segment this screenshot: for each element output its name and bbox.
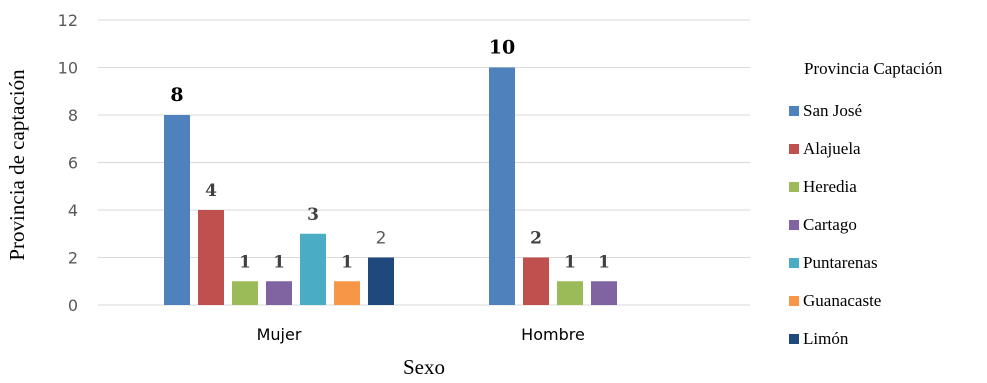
y-tick-label: 0 bbox=[68, 296, 78, 315]
y-axis-ticks: 0 2 4 6 8 10 12 bbox=[58, 11, 78, 315]
bar bbox=[557, 281, 583, 305]
x-category-label: Mujer bbox=[257, 325, 302, 344]
legend-swatch bbox=[789, 182, 799, 192]
legend-swatch bbox=[789, 220, 799, 230]
bar bbox=[300, 233, 326, 305]
data-label: 10 bbox=[489, 37, 515, 59]
bar bbox=[232, 281, 258, 305]
legend-swatch bbox=[789, 296, 799, 306]
bar bbox=[198, 210, 224, 305]
bar bbox=[523, 257, 549, 305]
data-label: 1 bbox=[341, 252, 353, 272]
data-label: 8 bbox=[170, 84, 183, 106]
legend-swatch bbox=[789, 334, 799, 344]
legend-item: Limón bbox=[803, 329, 849, 348]
legend-swatch bbox=[789, 144, 799, 154]
legend-item: Puntarenas bbox=[803, 253, 878, 272]
bars bbox=[164, 67, 617, 305]
bar bbox=[164, 115, 190, 305]
bar bbox=[334, 281, 360, 305]
bar bbox=[591, 281, 617, 305]
x-axis-title: Sexo bbox=[403, 355, 445, 379]
data-label: 1 bbox=[598, 252, 610, 272]
x-category-label: Hombre bbox=[521, 325, 585, 344]
legend-item: Guanacaste bbox=[803, 291, 881, 310]
legend-swatch bbox=[789, 258, 799, 268]
bar bbox=[368, 257, 394, 305]
data-labels: 8 4 1 1 3 1 2 10 2 1 1 bbox=[170, 37, 610, 273]
y-tick-label: 2 bbox=[68, 249, 78, 268]
legend-title: Provincia Captación bbox=[804, 59, 943, 78]
gridlines bbox=[98, 19, 750, 306]
legend: Provincia Captación San José Alajuela Here… bbox=[789, 59, 943, 348]
y-tick-label: 12 bbox=[58, 11, 78, 30]
y-tick-label: 4 bbox=[68, 201, 78, 220]
y-tick-label: 6 bbox=[68, 154, 78, 173]
legend-item: Cartago bbox=[803, 215, 857, 234]
x-axis-categories: Mujer Hombre bbox=[257, 325, 585, 344]
legend-item: San José bbox=[803, 101, 862, 120]
data-label: 1 bbox=[273, 252, 285, 272]
data-label: 3 bbox=[307, 205, 319, 225]
data-label: 2 bbox=[376, 229, 387, 249]
data-label: 2 bbox=[530, 229, 542, 249]
y-tick-label: 8 bbox=[68, 106, 78, 125]
y-axis-title: Provincia de captación bbox=[5, 69, 29, 261]
y-tick-label: 10 bbox=[58, 59, 78, 78]
bar bbox=[489, 67, 515, 305]
bar bbox=[266, 281, 292, 305]
legend-item: Alajuela bbox=[803, 139, 861, 158]
legend-item: Heredia bbox=[803, 177, 857, 196]
legend-swatch bbox=[789, 106, 799, 116]
data-label: 1 bbox=[239, 252, 251, 272]
data-label: 4 bbox=[205, 181, 217, 201]
data-label: 1 bbox=[564, 252, 576, 272]
